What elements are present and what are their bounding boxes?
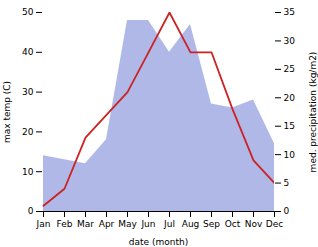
svg-text:med. precipitation (kg/m2): med. precipitation (kg/m2) [308, 52, 318, 173]
svg-text:Feb: Feb [57, 219, 73, 229]
svg-text:25: 25 [284, 64, 295, 74]
svg-text:Sep: Sep [203, 219, 220, 229]
svg-text:Jan: Jan [36, 219, 51, 229]
svg-text:Jul: Jul [163, 219, 175, 229]
svg-text:Apr: Apr [99, 219, 115, 229]
svg-text:max temp (C): max temp (C) [2, 81, 12, 143]
svg-text:10: 10 [284, 150, 296, 160]
svg-text:Nov: Nov [245, 219, 263, 229]
svg-text:40: 40 [22, 47, 34, 57]
svg-text:20: 20 [284, 93, 296, 103]
svg-text:35: 35 [284, 7, 295, 17]
svg-text:May: May [118, 219, 137, 229]
svg-text:10: 10 [22, 167, 34, 177]
svg-text:Oct: Oct [225, 219, 241, 229]
svg-text:0: 0 [284, 206, 290, 216]
svg-text:20: 20 [22, 127, 34, 137]
svg-text:Aug: Aug [182, 219, 200, 229]
svg-text:5: 5 [284, 178, 290, 188]
svg-text:15: 15 [284, 121, 295, 131]
svg-text:Mar: Mar [77, 219, 94, 229]
svg-text:30: 30 [284, 36, 296, 46]
svg-text:Dec: Dec [266, 219, 283, 229]
svg-text:date (month): date (month) [129, 237, 188, 247]
svg-text:Jun: Jun [140, 219, 155, 229]
svg-text:0: 0 [28, 206, 34, 216]
svg-text:30: 30 [22, 87, 34, 97]
svg-text:50: 50 [22, 7, 34, 17]
